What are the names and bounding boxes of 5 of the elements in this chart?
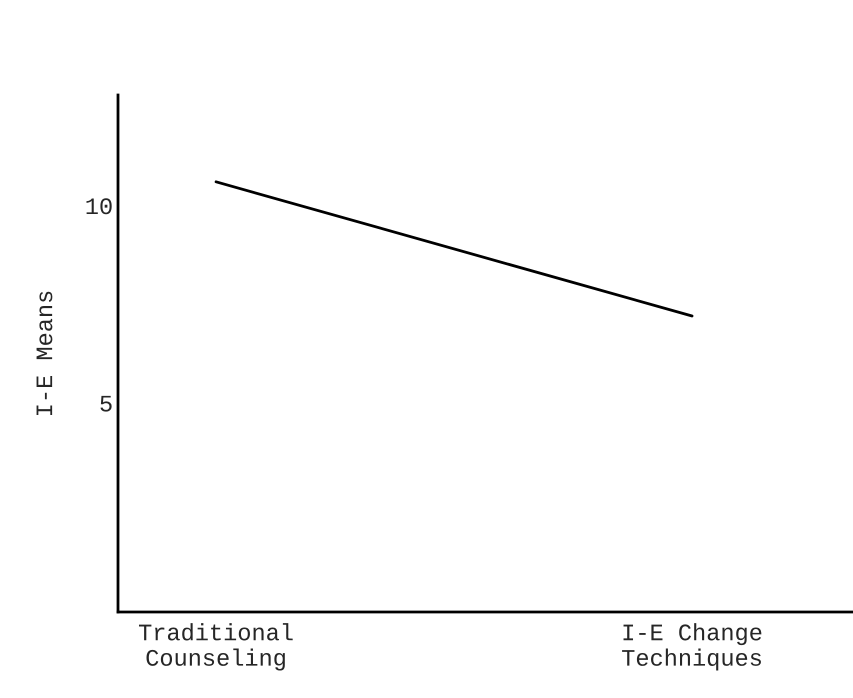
y-tick-label: 5	[100, 396, 112, 412]
y-axis-title: I-E Means	[36, 292, 52, 415]
x-tick-label: I-E Change Techniques	[622, 623, 762, 671]
x-tick-label: Traditional Counseling	[138, 623, 293, 671]
y-tick-label: 10	[86, 198, 112, 214]
